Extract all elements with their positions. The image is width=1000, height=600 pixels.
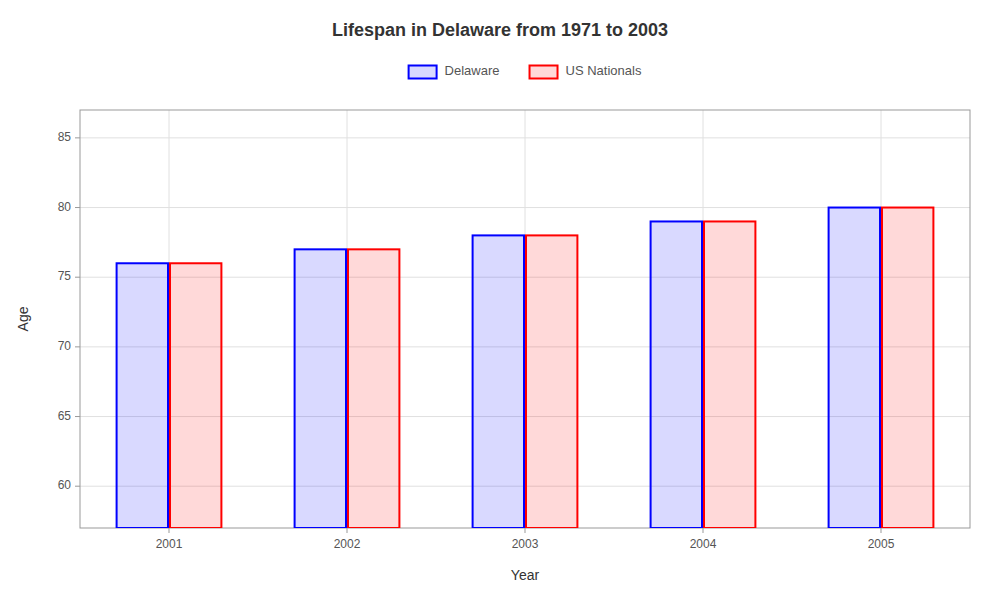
y-tick	[75, 346, 80, 347]
x-tick	[169, 528, 170, 533]
bar	[295, 249, 346, 528]
legend: Delaware US Nationals	[409, 63, 642, 78]
chart-svg: 60 65 70 75 80 85 2001 2002 2003 2004 2005 Year Age L…	[0, 0, 1000, 600]
y-axis: 60 65 70 75 80 85	[58, 130, 80, 492]
y-tick-label: 80	[58, 200, 72, 214]
x-tick	[881, 528, 882, 533]
legend-swatch	[530, 66, 558, 79]
bar	[117, 263, 168, 528]
legend-item: US Nationals	[530, 63, 642, 78]
x-tick-label: 2005	[868, 537, 895, 551]
x-tick	[347, 528, 348, 533]
x-axis-label: Year	[511, 567, 540, 583]
y-tick	[75, 137, 80, 138]
chart-container: 60 65 70 75 80 85 2001 2002 2003 2004 2005 Year Age L…	[0, 0, 1000, 600]
y-axis-label: Age	[15, 306, 31, 331]
x-tick-label: 2001	[156, 537, 183, 551]
legend-item: Delaware	[409, 63, 500, 78]
y-tick-label: 60	[58, 478, 72, 492]
bar	[526, 235, 577, 528]
bar	[829, 208, 880, 528]
x-axis: 2001 2002 2003 2004 2005	[156, 528, 895, 551]
bar	[473, 235, 524, 528]
chart-title: Lifespan in Delaware from 1971 to 2003	[332, 20, 668, 40]
series-bars	[117, 208, 880, 528]
y-tick-label: 65	[58, 409, 72, 423]
y-tick-label: 85	[58, 130, 72, 144]
bar	[704, 221, 755, 528]
y-tick	[75, 486, 80, 487]
x-tick	[525, 528, 526, 533]
y-tick-label: 75	[58, 269, 72, 283]
legend-swatch	[409, 66, 437, 79]
y-tick-label: 70	[58, 339, 72, 353]
grid	[80, 110, 970, 528]
plot-frame	[80, 110, 970, 528]
bar	[651, 221, 702, 528]
y-tick	[75, 207, 80, 208]
legend-label: Delaware	[445, 63, 500, 78]
bar	[348, 249, 399, 528]
x-tick-label: 2004	[690, 537, 717, 551]
legend-label: US Nationals	[566, 63, 642, 78]
bar	[882, 208, 933, 528]
y-tick	[75, 416, 80, 417]
x-tick-label: 2003	[512, 537, 539, 551]
bar	[170, 263, 221, 528]
bars	[117, 208, 934, 528]
series-bars	[170, 208, 933, 528]
y-tick	[75, 277, 80, 278]
x-tick-label: 2002	[334, 537, 361, 551]
x-tick	[703, 528, 704, 533]
